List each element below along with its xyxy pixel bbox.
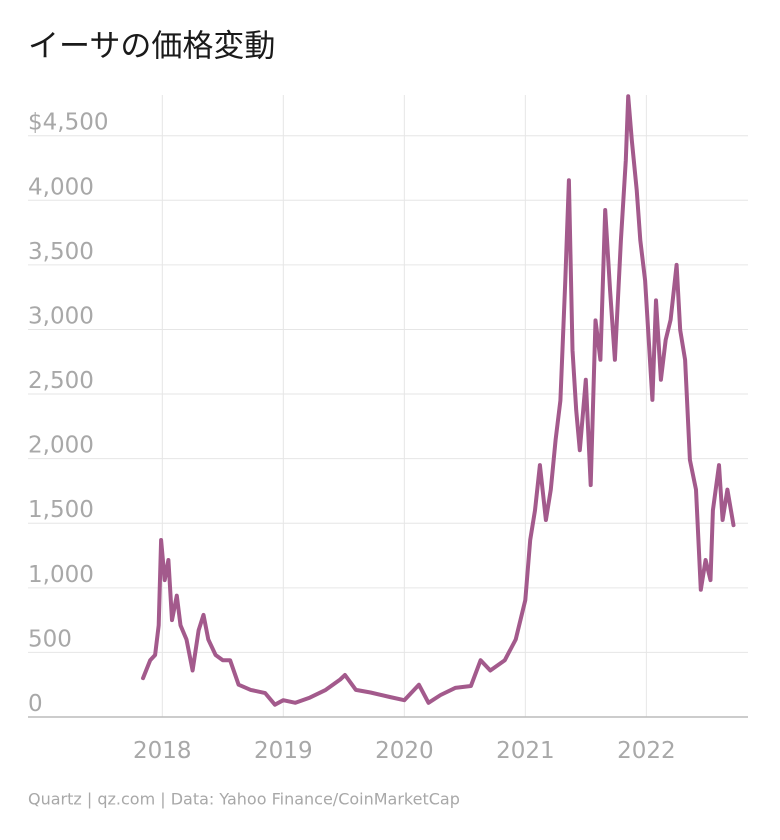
y-tick-label: 2,000 bbox=[28, 433, 94, 459]
y-tick-label: 1,500 bbox=[28, 497, 94, 523]
y-tick-label: 1,000 bbox=[28, 562, 94, 588]
x-tick-label: 2020 bbox=[375, 738, 434, 764]
source: Quartz | qz.com | Data: Yahoo Finance/Co… bbox=[28, 790, 460, 809]
y-tick-label: 500 bbox=[28, 626, 72, 652]
y-tick-label: 0 bbox=[28, 691, 43, 717]
y-tick-label: 4,000 bbox=[28, 174, 94, 200]
x-tick-label: 2019 bbox=[254, 738, 313, 764]
x-tick-label: 2021 bbox=[496, 738, 555, 764]
x-tick-label: 2022 bbox=[617, 738, 676, 764]
y-tick-label: 3,000 bbox=[28, 303, 94, 329]
y-tick-label: $4,500 bbox=[28, 110, 108, 136]
chart-title: イーサの価格変動 bbox=[28, 29, 275, 65]
price-line bbox=[141, 94, 736, 707]
y-tick-label: 3,500 bbox=[28, 239, 94, 265]
x-tick-label: 2018 bbox=[133, 738, 192, 764]
y-tick-label: 2,500 bbox=[28, 368, 94, 394]
